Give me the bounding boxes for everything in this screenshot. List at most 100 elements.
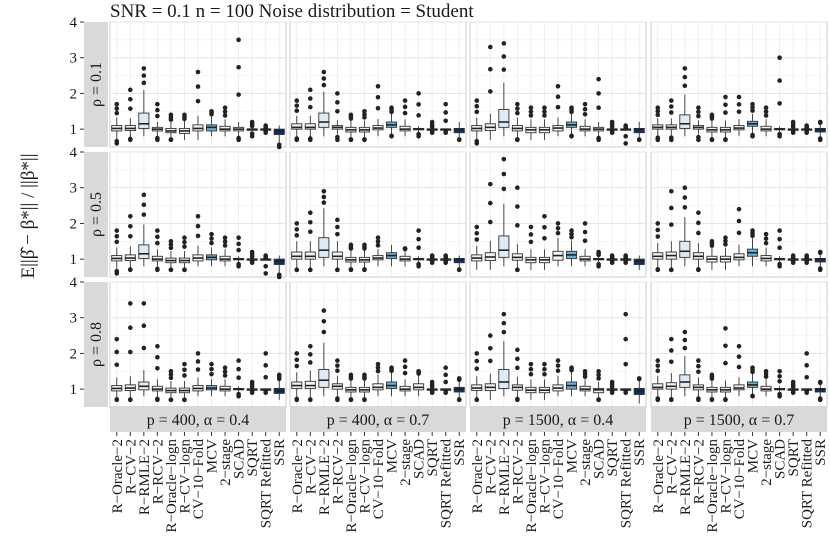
box (246, 119, 258, 139)
box (679, 66, 691, 137)
outlier-point (182, 112, 187, 118)
outlier-point (723, 326, 728, 331)
outlier-point (515, 137, 520, 143)
box-iqr (652, 383, 664, 390)
outlier-point (777, 373, 782, 379)
box (652, 358, 664, 403)
outlier-point (308, 210, 313, 216)
facet-grid: ρ = 0.1 1 2 3 4 ρ = 0.5 1 2 3 4 ρ = 0.8 1 2 3 4 p = 400… (70, 15, 830, 533)
box (511, 347, 523, 403)
outlier-point (321, 308, 327, 313)
outlier-point (555, 83, 561, 89)
outlier-point (515, 223, 520, 228)
outlier-point (501, 67, 507, 72)
outlier-point (682, 66, 688, 71)
box (606, 119, 618, 136)
box (706, 238, 718, 270)
outlier-point (696, 363, 701, 369)
outlier-point (416, 245, 421, 251)
y-tick-label: 1 (70, 122, 78, 138)
box (760, 231, 772, 267)
box (566, 365, 578, 397)
box (192, 213, 204, 267)
box (774, 228, 786, 269)
outlier-point (294, 351, 300, 356)
outlier-point (682, 329, 688, 335)
outlier-point (542, 366, 547, 372)
outlier-point (596, 137, 601, 143)
outlier-point (182, 373, 187, 378)
outlier-point (141, 73, 147, 78)
box (111, 228, 123, 276)
outlier-point (515, 204, 520, 209)
outlier-point (696, 137, 701, 143)
outlier-point (236, 375, 241, 381)
y-tick-label: 2 (70, 86, 78, 102)
outlier-point (168, 238, 174, 244)
outlier-point (182, 367, 187, 373)
outlier-point (195, 98, 201, 104)
outlier-point (389, 133, 394, 139)
panel (109, 281, 287, 408)
box (273, 125, 285, 150)
column-strip-label: p = 400, α = 0.4 (147, 412, 249, 429)
box (593, 368, 605, 403)
outlier-point (182, 361, 187, 367)
outlier-point (655, 234, 661, 239)
y-tick-label: 3 (70, 51, 78, 67)
box (291, 98, 303, 143)
outlier-point (263, 253, 268, 258)
outlier-point (569, 105, 574, 111)
x-tick-label: SQRT (425, 439, 441, 476)
box-iqr (498, 235, 510, 258)
outlier-point (655, 363, 661, 368)
outlier-point (236, 92, 241, 97)
outlier-point (609, 379, 615, 385)
box (453, 255, 465, 273)
box (719, 326, 731, 403)
box (747, 101, 759, 139)
outlier-point (474, 366, 480, 371)
outlier-point (488, 44, 493, 50)
outlier-point (804, 363, 809, 368)
box (525, 105, 537, 140)
outlier-point (195, 84, 201, 89)
outlier-point (777, 101, 782, 106)
outlier-point (348, 112, 354, 118)
box (304, 210, 316, 273)
outlier-point (114, 362, 120, 368)
outlier-point (168, 375, 174, 381)
box (273, 372, 285, 400)
outlier-point (596, 249, 601, 255)
box (484, 333, 496, 400)
panel (650, 21, 828, 148)
outlier-point (555, 225, 561, 231)
outlier-point (501, 320, 507, 326)
outlier-point (723, 235, 728, 241)
outlier-point (596, 91, 601, 96)
outlier-point (362, 372, 367, 378)
outlier-point (402, 364, 408, 370)
outlier-point (790, 119, 796, 125)
box (372, 83, 384, 137)
outlier-point (416, 113, 421, 118)
outlier-point (128, 223, 133, 229)
box (774, 368, 786, 399)
outlier-point (488, 219, 493, 225)
outlier-point (141, 323, 147, 328)
outlier-point (416, 236, 421, 242)
outlier-point (790, 130, 796, 136)
outlier-point (375, 105, 381, 111)
box (566, 228, 578, 267)
box-iqr (498, 109, 510, 128)
outlier-point (623, 123, 628, 128)
outlier-point (335, 100, 340, 105)
outlier-point (696, 369, 701, 375)
box-iqr (304, 123, 316, 130)
outlier-point (155, 107, 160, 113)
outlier-point (555, 368, 561, 373)
row-strip-label: ρ = 0.1 (88, 62, 105, 107)
outlier-point (669, 222, 674, 227)
outlier-point (609, 390, 615, 396)
outlier-point (263, 130, 268, 136)
